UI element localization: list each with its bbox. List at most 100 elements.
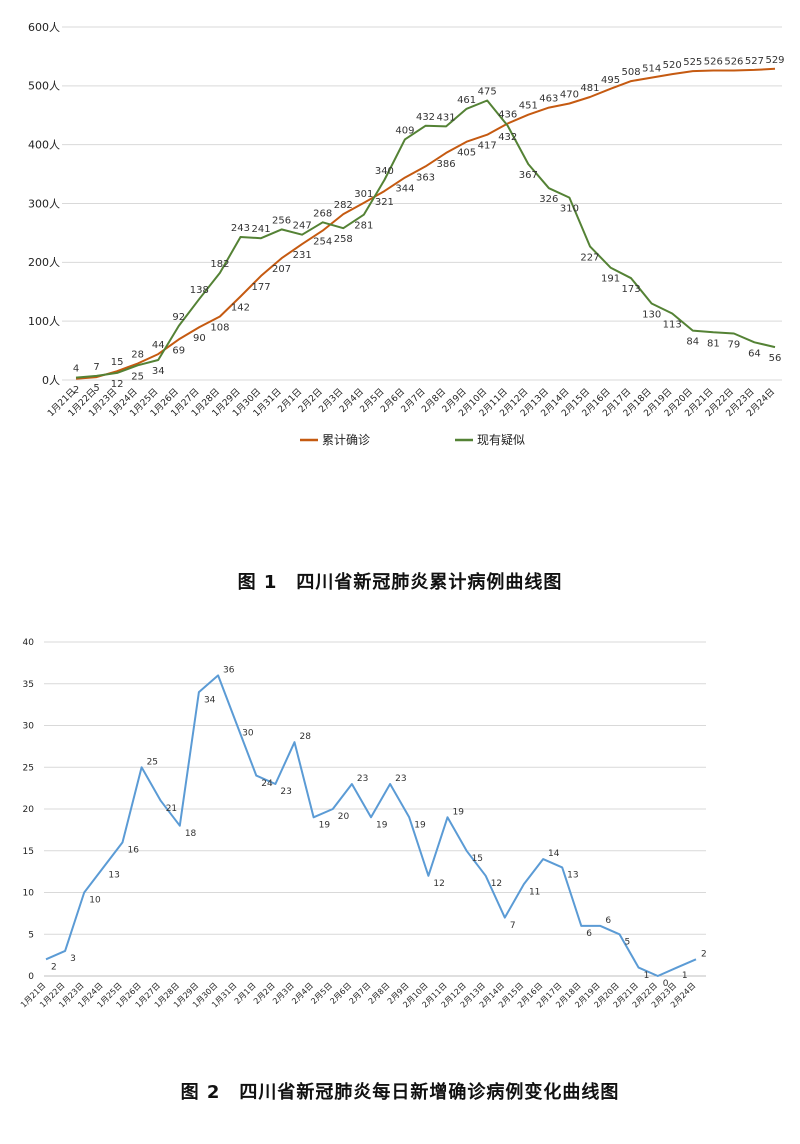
y-tick-label: 200人 [28,256,60,269]
data-label: 520 [663,60,682,71]
data-label: 25 [147,757,158,767]
data-label: 409 [395,125,414,136]
legend-label-1: 累计确诊 [322,433,370,447]
data-label: 44 [152,340,165,351]
data-label: 19 [319,821,331,831]
data-label: 23 [357,774,368,784]
data-label: 461 [457,95,476,106]
data-label: 475 [478,87,497,98]
data-label: 243 [231,223,250,234]
data-label: 90 [193,333,206,344]
data-label: 15 [111,357,124,368]
data-label: 6 [586,929,592,939]
y-tick-label: 0 [28,972,34,982]
data-label: 7 [510,921,516,931]
figure-1-caption: 图 1 四川省新冠肺炎累计病例曲线图 [237,572,563,593]
data-label: 24 [261,779,273,789]
data-label: 282 [334,200,353,211]
data-label: 92 [172,312,185,323]
data-label: 2 [51,963,57,973]
data-label: 36 [223,665,235,675]
y-tick-label: 500人 [28,80,60,93]
data-label: 69 [172,345,185,356]
data-label: 367 [519,170,538,181]
data-label: 231 [293,250,312,261]
data-label: 432 [498,132,517,143]
data-label: 173 [622,284,641,295]
data-label: 363 [416,172,435,183]
data-label: 227 [580,252,599,263]
data-label: 34 [152,366,165,377]
data-label: 64 [748,348,761,359]
data-label: 30 [242,729,254,739]
data-label: 34 [204,695,216,705]
data-label: 436 [498,109,517,120]
data-label: 12 [111,379,124,390]
data-label: 344 [395,184,414,195]
data-label: 1 [644,971,650,981]
data-label: 13 [567,871,578,881]
data-label: 0 [663,979,669,989]
data-label: 6 [605,916,611,926]
data-label: 84 [686,337,699,348]
y-tick-label: 15 [23,847,34,857]
data-label: 142 [231,302,250,313]
cumulative-cases-chart: 0人100人200人300人400人500人600人1月21日1月22日1月23… [28,21,785,447]
data-label: 56 [769,353,782,364]
data-label: 177 [251,282,270,293]
data-label: 481 [580,83,599,94]
y-tick-label: 10 [23,889,35,899]
y-tick-label: 300人 [28,197,60,210]
data-label: 2 [73,385,79,396]
data-label: 340 [375,166,394,177]
data-label: 2 [701,949,707,959]
y-tick-label: 100人 [28,315,60,328]
data-label: 526 [724,57,743,68]
y-tick-label: 5 [28,930,34,940]
series-line-2 [75,99,776,379]
data-label: 19 [414,821,426,831]
data-label: 10 [89,896,101,906]
y-tick-label: 0人 [42,374,60,387]
y-tick-label: 25 [23,763,34,773]
data-label: 514 [642,64,661,75]
data-label: 207 [272,264,291,275]
data-label: 526 [704,57,723,68]
data-label: 81 [707,338,720,349]
data-label: 4 [73,364,79,375]
data-label: 463 [539,94,558,105]
data-label: 5 [625,937,631,947]
data-label: 79 [728,340,741,351]
data-label: 12 [433,879,444,889]
data-label: 326 [539,194,558,205]
data-label: 431 [437,112,456,123]
data-label: 191 [601,274,620,285]
data-label: 508 [622,67,641,78]
data-label: 23 [280,787,291,797]
data-label: 19 [376,821,388,831]
data-label: 470 [560,89,579,100]
data-label: 7 [93,362,99,373]
data-label: 529 [765,55,784,66]
data-label: 12 [491,879,502,889]
data-label: 14 [548,849,560,859]
y-tick-label: 600人 [28,21,60,34]
data-label: 432 [416,112,435,123]
y-tick-label: 40 [23,638,35,648]
data-label: 18 [185,829,197,839]
data-label: 268 [313,208,332,219]
data-label: 247 [293,221,312,232]
y-tick-label: 20 [23,805,35,815]
data-label: 527 [745,56,764,67]
data-label: 451 [519,101,538,112]
data-label: 21 [166,804,177,814]
data-label: 495 [601,75,620,86]
data-label: 256 [272,215,291,226]
data-label: 525 [683,57,702,68]
data-label: 386 [437,159,456,170]
data-label: 281 [354,221,373,232]
data-label: 321 [375,197,394,208]
series-line-1 [45,674,697,977]
data-label: 241 [251,224,270,235]
data-label: 1 [682,971,688,981]
